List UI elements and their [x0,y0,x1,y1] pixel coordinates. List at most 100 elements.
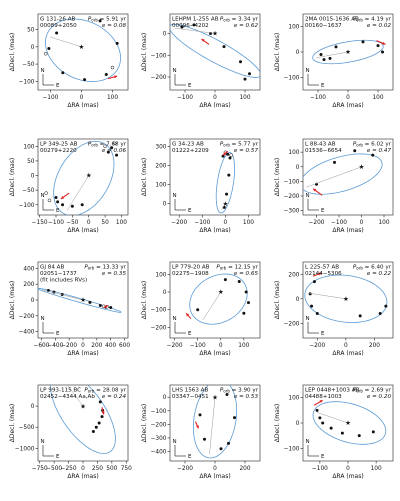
data-point [203,437,206,441]
compass-n-label: N [306,439,310,445]
y-axis-label: ΔDecl. (mas) [9,281,16,320]
y-axis-label: ΔDecl. (mas) [141,404,148,443]
orbit-ellipse [50,385,116,454]
x-tick-label: 600 [119,343,130,349]
data-point [333,160,336,164]
system-designation: 00096−4202 [172,23,209,29]
plot-area: ★ [44,18,121,82]
x-tick-label: 100 [243,220,254,226]
x-axis-label: ΔRA (mas) [199,102,230,109]
data-point [226,152,230,156]
orbit-panel: −100 0 100 −100 0 100 ΔRA (mas) ΔDecl. (mas) ★ N E… [274,13,394,109]
plot-area: ★ [215,150,235,214]
period-label: Porb = 2.69 yr [353,388,392,394]
compass-e-label: E [321,208,325,214]
compass-e-label: E [188,83,192,89]
x-tick-label: −100 [190,343,206,349]
system-designation: 00160−1637 [305,23,342,29]
data-point [109,306,113,310]
periastron-line [316,51,349,58]
data-point [248,72,251,76]
plot-area: ★ [170,23,260,81]
eccentricity-label: e = 0.08 [102,23,127,29]
data-point [318,416,322,420]
compass-e-label: E [321,83,325,89]
y-tick-label: 200 [288,272,299,278]
eccentricity-label: e = 0.24 [102,394,127,400]
x-tick-label: 750 [121,466,132,472]
eccentricity-label: e = 0.65 [234,271,259,277]
y-tick-label: −300 [151,436,167,442]
primary-star-marker: ★ [212,393,218,401]
y-tick-label: 100 [288,396,299,402]
motion-arrowhead [313,188,317,192]
data-point [353,149,357,153]
x-tick-label: 0 [346,95,350,101]
data-point [321,421,325,425]
y-axis-label: ΔDecl. (mas) [141,158,148,197]
y-axis-label: ΔDecl. (mas) [274,281,281,320]
data-point [98,304,102,308]
plot-area: ★ [304,272,388,323]
panel-frame [169,138,261,216]
compass-n-label: N [41,316,45,322]
y-tick-label: 400 [23,266,34,272]
data-point [225,393,229,396]
system-designation: 02452−4344 Aa,Ab [40,394,95,400]
orbit-ellipse [312,401,387,445]
x-tick-label: 0 [219,343,223,349]
data-point [198,413,202,417]
system-designation: 01222+2209 [172,148,209,154]
periastron-line [50,36,82,48]
data-point [381,50,384,54]
system-name: G 34-23 AB [172,142,204,148]
data-point [80,203,84,207]
period-label: Porb = 5.91 yr [88,17,127,23]
y-tick-label: −100 [19,203,35,209]
x-tick-label: −100 [312,466,328,472]
y-tick-label: 300 [155,145,166,151]
motion-arrowhead [201,38,205,42]
data-point [358,314,362,318]
primary-star-marker: ★ [79,43,85,51]
data-point [219,447,223,451]
system-designation: 02051−1737 [40,271,77,277]
eccentricity-label: e = 0.02 [367,23,392,29]
y-axis-label: ΔDecl. (mas) [9,158,16,197]
data-point [384,304,388,308]
y-axis-label: ΔDecl. (mas) [274,404,281,443]
orbit-ellipse [215,152,235,214]
y-axis-label: ΔDecl. (mas) [9,404,16,443]
motion-arrowhead [60,196,65,199]
data-point [319,53,323,57]
periastron-line [317,412,349,424]
data-point [227,441,230,445]
system-name: L 88-43 AB [305,142,336,148]
data-point [192,23,196,27]
y-tick-label: −200 [284,321,300,327]
x-tick-label: −150 [32,220,48,226]
primary-star-marker: ★ [343,295,349,303]
x-tick-label: 0 [213,95,217,101]
data-point [312,280,316,284]
periastron-line [66,175,89,211]
data-point [106,150,110,154]
compass-e-label: E [188,454,192,460]
compass-n-label: N [173,316,177,322]
data-point [115,153,119,157]
x-tick-label: −750 [32,466,48,472]
orbit-panel: −200 −100 0 100 −200 −100 0 100 ΔRA (mas) ΔDecl. … [141,261,261,357]
compass-e-label: E [188,208,192,214]
y-tick-label: −100 [284,75,300,81]
motion-arrowhead [223,152,227,156]
motion-arrowhead [195,425,199,429]
data-point [371,430,375,434]
y-tick-label: 100 [155,183,166,189]
y-tick-label: 50 [27,28,35,34]
primary-star-marker: ★ [345,48,351,56]
system-designation: 02144−5306 [305,271,342,277]
orbit-ellipse [189,273,248,325]
orbit-ellipse [192,385,238,459]
y-axis-label: ΔDecl. (mas) [9,33,16,72]
data-point [98,400,102,404]
